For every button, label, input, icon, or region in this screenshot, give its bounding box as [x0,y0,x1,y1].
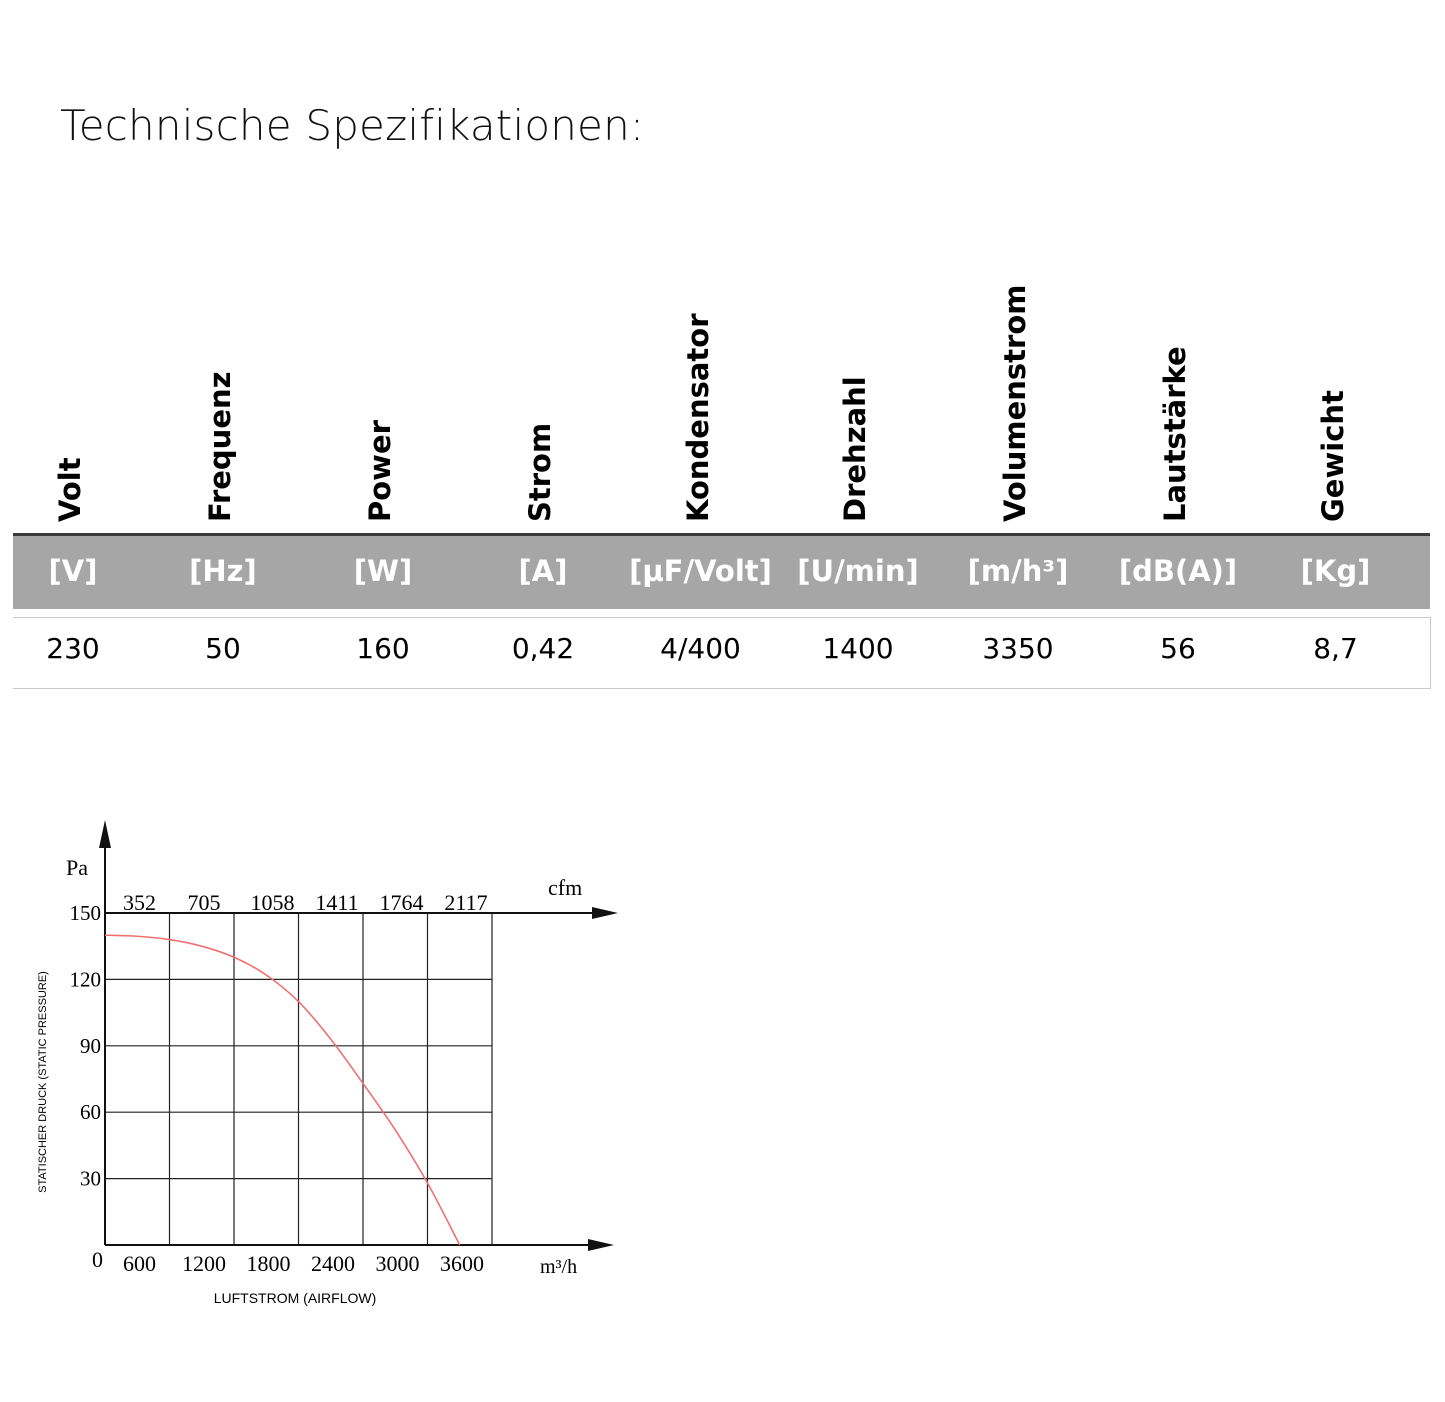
chart-axes [99,820,618,1251]
secondary-x-tick-label: 352 [123,890,156,915]
x-axis-title: LUFTSTROM (AIRFLOW) [214,1290,377,1306]
y-unit-label: Pa [66,855,88,880]
value-volt: 230 [46,632,100,665]
pressure-airflow-chart: 30 60 90 120 150 600 1200 1800 2400 3000 3600 352 70… [37,820,618,1306]
header-drehzahl: Drehzahl [838,376,872,522]
y-axis-arrow-icon [99,820,111,848]
x-tick-label: 2400 [311,1251,355,1276]
header-frequenz: Frequenz [203,371,237,522]
unit-power: [W] [353,554,413,588]
value-frequenz: 50 [205,632,241,665]
value-kondensator: 4/400 [660,632,741,665]
unit-drehzahl: [U/min] [797,554,919,588]
unit-gewicht: [Kg] [1300,554,1371,588]
secondary-x-tick-label: 2117 [444,890,487,915]
x-tick-label: 3600 [440,1251,484,1276]
spec-table-unit-row: [V] [Hz] [W] [A] [µF/Volt] [U/min] [m/h³] [dB(A… [13,533,1430,609]
chart-labels: 30 60 90 120 150 600 1200 1800 2400 3000 3600 352 70… [37,855,582,1306]
value-gewicht: 8,7 [1313,632,1358,665]
chart-grid [105,912,493,1245]
header-volt: Volt [53,457,87,522]
x-axis-arrow-icon [588,1239,614,1251]
y-tick-label: 30 [80,1167,101,1191]
origin-label: 0 [92,1247,103,1272]
y-tick-label: 90 [80,1034,101,1058]
secondary-x-tick-label: 705 [188,890,221,915]
spec-table-value-row: 230 50 160 0,42 4/400 1400 3350 56 8,7 [13,617,1431,689]
secondary-x-unit-label: cfm [548,875,582,900]
y-tick-label: 60 [80,1100,101,1124]
unit-volumenstrom: [m/h³] [967,554,1069,588]
header-gewicht: Gewicht [1315,390,1350,522]
chart-series-line [104,934,461,1246]
x-tick-label: 3000 [376,1251,420,1276]
x-tick-label: 1200 [182,1251,226,1276]
y-tick-label: 150 [70,901,102,925]
unit-frequenz: [Hz] [189,554,257,588]
value-power: 160 [356,632,410,665]
unit-strom: [A] [518,554,568,588]
x-unit-label: m³/h [540,1256,577,1278]
x-tick-label: 600 [123,1251,156,1276]
header-lautstärke: Lautstärke [1158,346,1192,522]
secondary-x-tick-label: 1058 [251,890,295,915]
unit-kondensator: [µF/Volt] [629,554,772,588]
secondary-x-axis-arrow-icon [592,907,618,919]
spec-table: Volt Frequenz Power Strom Kondensator Drehzah… [13,0,1431,700]
header-strom: Strom [523,422,557,522]
y-tick-label: 120 [70,967,102,991]
secondary-x-tick-label: 1764 [380,890,424,915]
secondary-x-tick-label: 1411 [315,890,358,915]
page-title: Technische Spezifikationen: [60,101,645,150]
y-axis-title: STATISCHER DRUCK (STATIC PRESSURE) [37,971,49,1193]
x-tick-label: 1800 [247,1251,291,1276]
unit-volt: [V] [48,554,98,588]
value-volumenstrom: 3350 [982,632,1054,665]
header-volumenstrom: Volumenstrom [998,284,1032,522]
value-drehzahl: 1400 [822,632,894,665]
value-strom: 0,42 [511,632,575,665]
header-kondensator: Kondensator [680,313,715,522]
unit-lautstärke: [dB(A)] [1118,554,1238,588]
header-power: Power [363,420,397,522]
value-lautstärke: 56 [1160,632,1196,665]
